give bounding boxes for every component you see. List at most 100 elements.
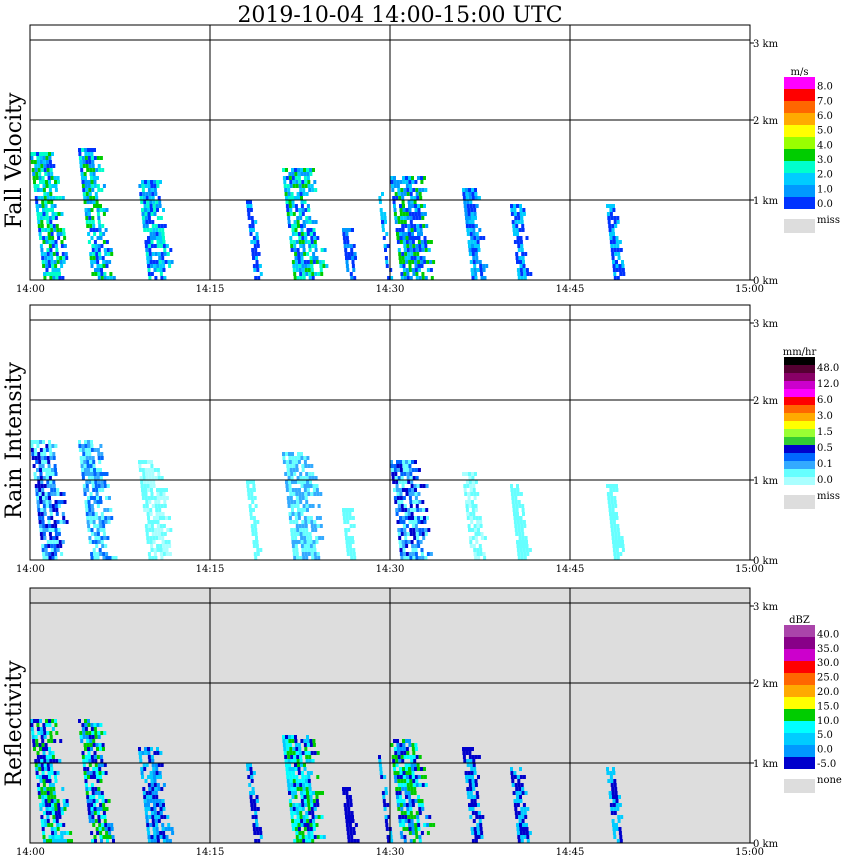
data-cell — [468, 807, 472, 811]
data-cell — [102, 208, 106, 212]
data-cell — [43, 731, 47, 735]
data-cell — [407, 480, 411, 484]
data-cell — [40, 480, 44, 484]
data-cell — [105, 472, 109, 476]
data-cell — [53, 739, 57, 743]
data-cell — [284, 472, 288, 476]
data-cell — [291, 508, 294, 512]
data-cell — [474, 188, 477, 192]
data-cell — [343, 240, 347, 244]
data-cell — [78, 440, 81, 444]
data-cell — [43, 759, 47, 763]
data-cell — [395, 759, 399, 763]
data-cell — [350, 276, 354, 280]
data-cell — [385, 827, 389, 831]
data-cell — [396, 460, 399, 464]
data-cell — [398, 540, 402, 544]
data-cell — [153, 264, 157, 268]
data-cell — [312, 791, 315, 795]
data-cell — [56, 771, 60, 775]
data-cell — [42, 180, 45, 184]
data-cell — [408, 264, 412, 268]
data-cell — [517, 552, 521, 556]
data-cell — [613, 500, 617, 504]
y-tick-label: 1 km — [753, 196, 779, 207]
data-cell — [87, 156, 91, 160]
data-cell — [47, 172, 51, 176]
data-cell — [92, 200, 96, 204]
data-cell — [524, 791, 528, 795]
data-cell — [293, 244, 297, 248]
data-cell — [385, 823, 389, 827]
data-cell — [49, 456, 53, 460]
data-cell — [384, 248, 387, 252]
data-cell — [248, 504, 252, 508]
data-cell — [149, 823, 153, 827]
data-cell — [478, 260, 482, 264]
data-cell — [396, 232, 399, 236]
data-cell — [298, 180, 302, 184]
data-cell — [149, 484, 153, 488]
data-cell — [167, 823, 171, 827]
data-cell — [609, 512, 612, 516]
data-cell — [105, 264, 109, 268]
data-cell — [138, 184, 142, 188]
data-cell — [523, 556, 527, 560]
data-cell — [306, 172, 310, 176]
data-cell — [511, 500, 515, 504]
data-cell — [417, 803, 421, 807]
legend-label: 25.0 — [817, 673, 839, 684]
data-cell — [417, 544, 421, 548]
data-cell — [96, 831, 100, 835]
data-cell — [246, 767, 250, 771]
data-cell — [148, 196, 152, 200]
data-cell — [609, 803, 613, 807]
data-cell — [408, 488, 411, 492]
data-cell — [607, 216, 611, 220]
data-cell — [613, 783, 617, 787]
data-cell — [300, 260, 304, 264]
data-cell — [346, 520, 350, 524]
data-cell — [403, 839, 407, 843]
data-cell — [426, 260, 430, 264]
data-cell — [156, 516, 159, 520]
data-cell — [614, 532, 618, 536]
data-cell — [288, 460, 292, 464]
data-cell — [302, 272, 306, 276]
data-cell — [82, 484, 86, 488]
data-cell — [45, 524, 49, 528]
data-cell — [55, 819, 59, 823]
data-cell — [148, 759, 152, 763]
data-cell — [90, 440, 93, 444]
data-cell — [408, 260, 412, 264]
data-cell — [615, 795, 618, 799]
data-cell — [138, 468, 142, 472]
data-cell — [57, 835, 61, 839]
data-cell — [160, 224, 164, 228]
data-cell — [92, 739, 96, 743]
data-cell — [414, 767, 417, 771]
data-cell — [88, 220, 92, 224]
data-cell — [93, 556, 97, 560]
data-cell — [298, 268, 302, 272]
data-cell — [255, 795, 259, 799]
data-cell — [408, 552, 412, 556]
data-cell — [152, 480, 156, 484]
data-cell — [163, 500, 167, 504]
data-cell — [83, 488, 87, 492]
data-cell — [153, 751, 157, 755]
data-cell — [90, 472, 94, 476]
data-cell — [345, 787, 348, 791]
data-cell — [99, 747, 102, 751]
data-cell — [157, 815, 161, 819]
data-cell — [303, 799, 307, 803]
data-cell — [398, 228, 402, 232]
data-cell — [145, 528, 149, 532]
data-cell — [38, 228, 42, 232]
legend-swatch — [784, 357, 815, 365]
data-cell — [99, 156, 103, 160]
data-cell — [285, 460, 289, 464]
data-cell — [415, 244, 419, 248]
data-cell — [299, 472, 303, 476]
data-cell — [417, 492, 421, 496]
